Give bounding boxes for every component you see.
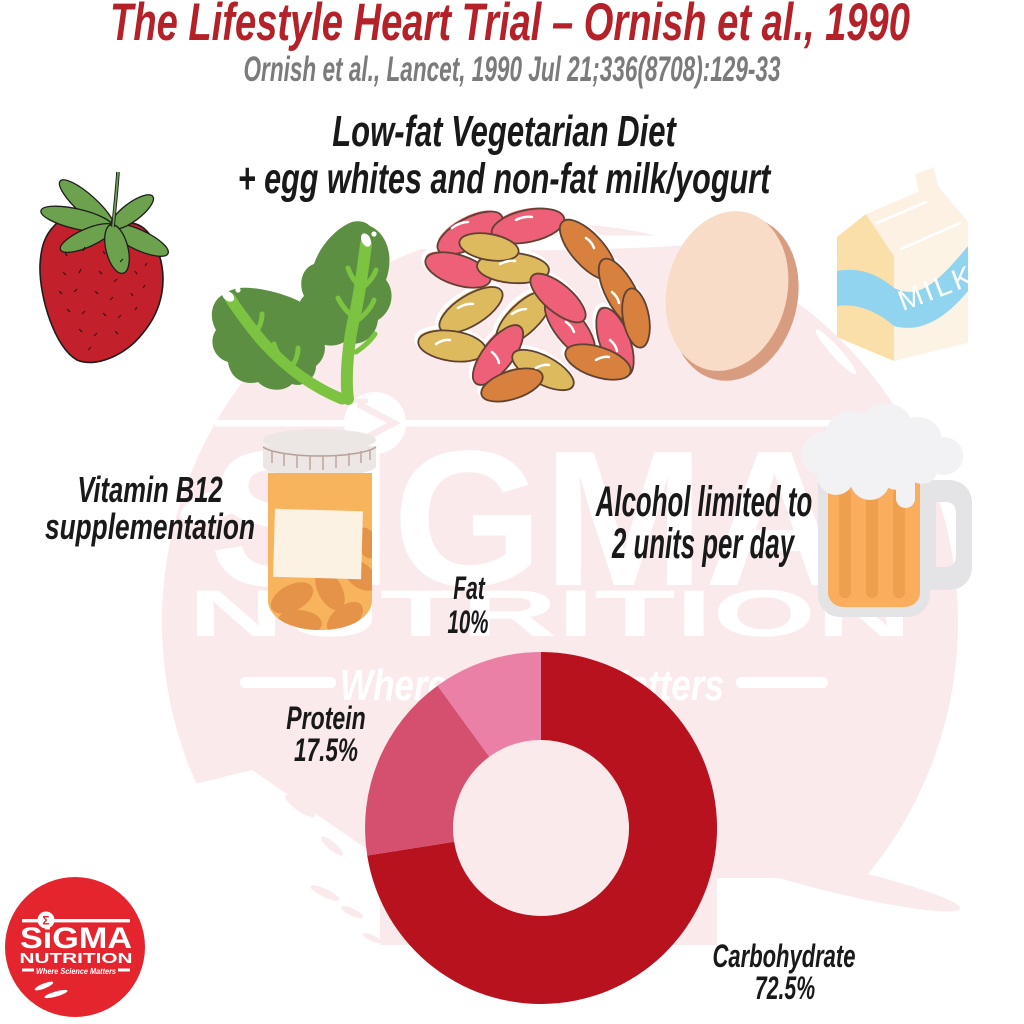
svg-text:Σ: Σ bbox=[42, 914, 49, 928]
svg-text:NUTRITION: NUTRITION bbox=[20, 950, 133, 967]
svg-text:Where Science Matters: Where Science Matters bbox=[36, 967, 116, 976]
svg-text:SiGMA: SiGMA bbox=[20, 922, 132, 955]
